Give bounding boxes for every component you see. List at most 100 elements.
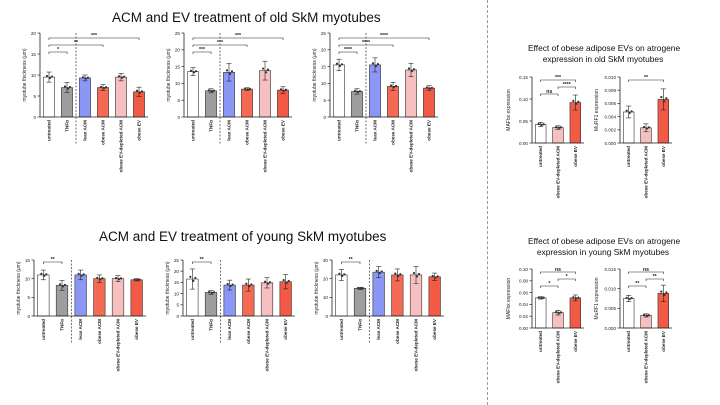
replicate-dot (231, 283, 234, 286)
replicate-dot (392, 86, 396, 89)
x-tick-label: TNFα (209, 120, 214, 132)
replicate-dot (189, 275, 192, 278)
replicate-dot (80, 274, 83, 277)
bar (204, 292, 218, 317)
significance-bracket (540, 93, 559, 96)
x-tick-label: lean ACM (78, 319, 83, 340)
replicate-dot (228, 72, 232, 75)
significance-bracket (338, 37, 430, 40)
significance-bracket (192, 261, 212, 264)
x-tick-label: TNFα (209, 319, 214, 331)
replicate-dot (394, 272, 397, 275)
significance-bracket (540, 285, 559, 288)
significance-bracket (48, 37, 140, 40)
replicate-dot (66, 87, 70, 90)
y-tick-label: 0.004 (605, 114, 617, 119)
replicate-dot (243, 87, 247, 90)
replicate-dot (82, 273, 85, 276)
x-tick-label: obese EV-depleted ACM (556, 146, 561, 199)
replicate-dot (542, 123, 545, 126)
replicate-dot (356, 287, 360, 290)
replicate-dot (399, 273, 402, 276)
replicate-dot (645, 127, 649, 130)
replicate-dot (660, 290, 663, 293)
y-axis-label: myotube thickness (μm) (314, 261, 320, 315)
replicate-dot (371, 62, 375, 65)
y-tick-label: 0 (27, 314, 30, 319)
replicate-dot (248, 285, 251, 288)
chart-oMAF: 0.00 0.05 0.10 0.15 MAFbx expression untreate… (506, 75, 584, 199)
significance-bracket (338, 44, 394, 47)
x-tick-label: obese EV-depleted ACM (644, 146, 649, 199)
chart-old2: 0 5 10 15 20 25 myotube thickness (μm) untreate… (166, 31, 292, 172)
significance-bracket (540, 79, 576, 82)
x-tick-label: obese EV (661, 330, 666, 352)
significance-bracket (628, 285, 647, 288)
significance-label: * (566, 274, 569, 280)
replicate-dot (207, 89, 211, 92)
y-tick-label: 0 (325, 314, 328, 319)
replicate-dot (425, 86, 429, 89)
replicate-dot (537, 296, 540, 299)
replicate-dot (140, 90, 144, 93)
replicate-dot (359, 287, 363, 290)
bar (552, 127, 564, 144)
y-tick-label: 0 (33, 115, 36, 120)
y-tick-label: 0.10 (519, 97, 528, 102)
significance-label: **** (563, 82, 572, 88)
x-tick-label: obese ACM (395, 319, 400, 344)
y-tick-label: 0.06 (519, 290, 528, 295)
replicate-dot (663, 100, 666, 103)
y-tick-label: 0.000 (605, 141, 617, 146)
replicate-dot (86, 76, 90, 79)
y-axis-label: myotube thickness (μm) (165, 261, 171, 315)
x-tick-label: lean ACM (373, 120, 378, 141)
replicate-dot (282, 89, 286, 92)
bar (640, 315, 652, 329)
bar (187, 71, 199, 118)
replicate-dot (554, 126, 558, 129)
bar (387, 86, 399, 118)
replicate-dot (577, 100, 580, 103)
bar (428, 276, 441, 317)
significance-bracket (540, 271, 576, 274)
replicate-dot (628, 297, 631, 301)
replicate-dot (189, 69, 193, 72)
replicate-dot (45, 273, 48, 276)
y-tick-label: 25 (321, 31, 327, 36)
replicate-dot (229, 284, 232, 288)
x-tick-label: lean ACM (83, 120, 88, 141)
replicate-dot (412, 68, 416, 71)
significance-bracket (338, 51, 358, 54)
replicate-dot (250, 283, 253, 286)
y-axis-label: MAFbx expression (506, 89, 512, 131)
significance-bracket (628, 271, 664, 274)
x-tick-label: obese ACM (101, 120, 106, 145)
y-tick-label: 0.002 (605, 128, 617, 133)
replicate-dot (266, 282, 270, 285)
x-tick-label: obese EV-depleted ACM (414, 319, 419, 372)
replicate-dot (61, 285, 65, 288)
replicate-dot (138, 91, 142, 94)
x-tick-label: obese EV (661, 145, 666, 167)
replicate-dot (572, 296, 575, 299)
replicate-dot (417, 272, 421, 276)
y-tick-label: 0.010 (605, 75, 617, 80)
significance-bracket (557, 86, 576, 89)
bar (111, 278, 125, 317)
x-tick-label: untreated (538, 331, 543, 352)
chart-old3: 0 5 10 15 20 25 myotube thickness (μm) untreate… (312, 31, 438, 172)
significance-bracket (557, 278, 576, 281)
replicate-dot (407, 67, 411, 70)
significance-label: *** (199, 47, 206, 53)
x-tick-label: obese EV-depleted ACM (644, 331, 649, 384)
replicate-dot (96, 276, 99, 279)
title-obese-young-line1: Effect of obese adipose EVs on atrogene (528, 236, 681, 246)
replicate-dot (554, 311, 558, 314)
significance-label: ** (349, 257, 354, 263)
replicate-dot (338, 64, 342, 68)
significance-bracket (192, 44, 248, 47)
significance-bracket (43, 261, 63, 264)
y-tick-label: 15 (31, 52, 37, 57)
x-tick-label: lean ACM (227, 319, 232, 340)
